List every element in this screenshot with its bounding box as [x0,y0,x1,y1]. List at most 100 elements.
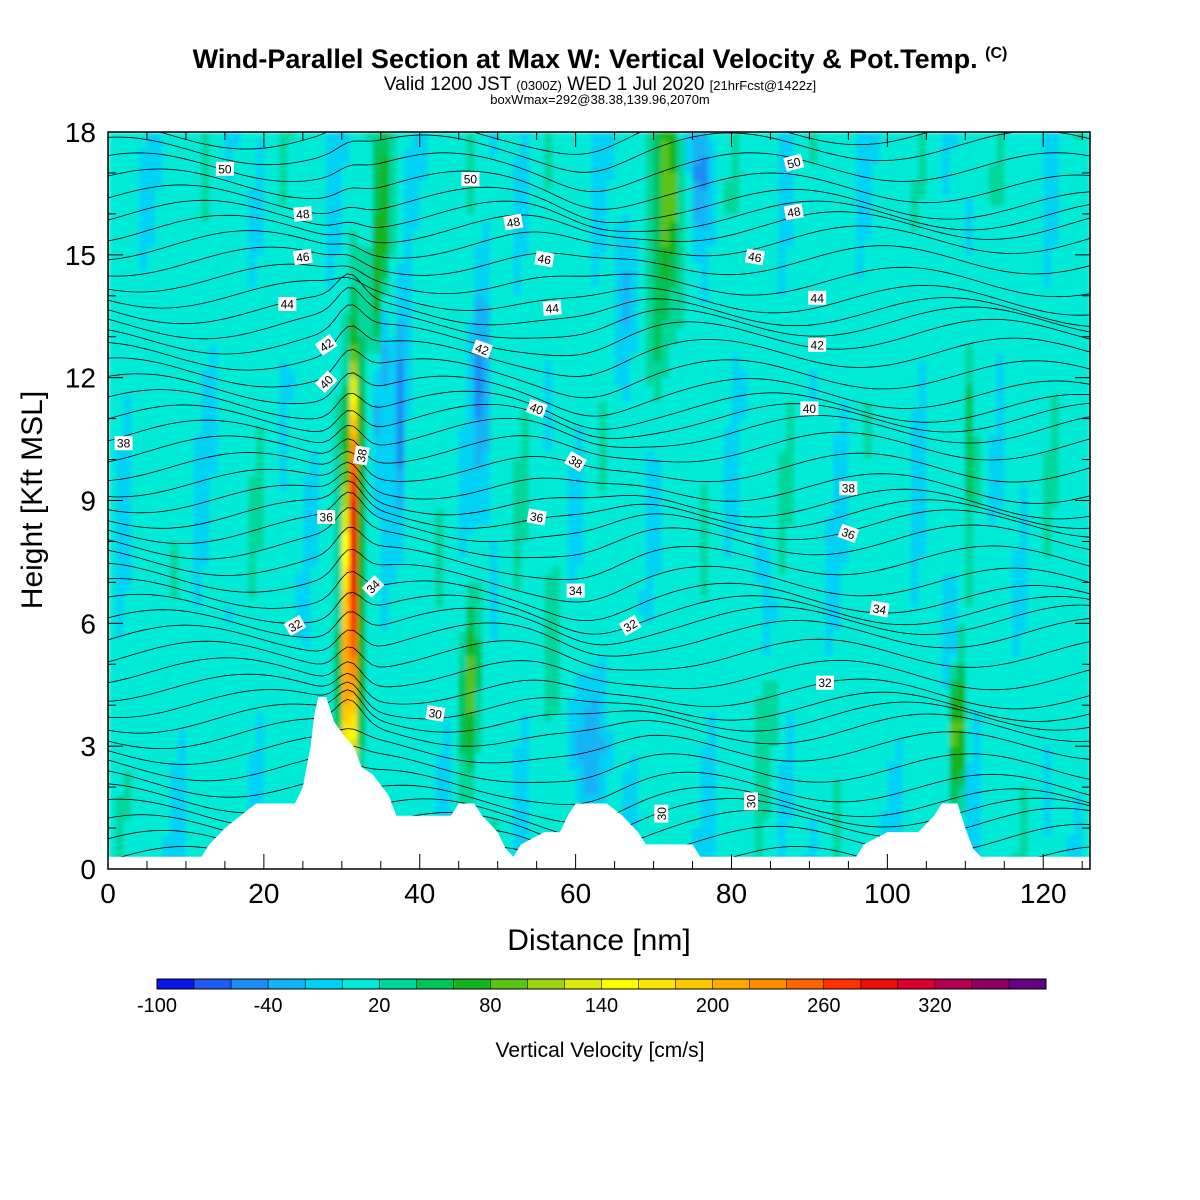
field-cell [622,451,632,461]
field-cell [123,361,133,371]
field-cell [941,369,951,379]
field-cell [739,271,748,281]
field-cell [411,140,421,150]
field-cell [708,443,717,453]
field-cell [123,410,133,420]
field-cell [139,344,148,354]
field-cell [240,263,250,273]
field-cell [139,418,148,428]
field-cell [599,279,608,289]
field-cell [1082,344,1090,354]
field-cell [310,410,320,420]
field-cell [146,344,156,354]
field-cell [669,369,678,379]
field-cell [825,394,834,404]
field-cell [895,271,904,281]
field-cell [825,295,834,305]
field-cell [591,172,600,183]
field-cell [505,205,515,215]
field-cell [1066,254,1076,264]
field-cell [599,385,608,395]
field-cell [778,418,787,428]
field-cell [443,312,452,322]
field-cell [778,271,787,281]
field-cell [209,156,219,166]
field-cell [778,394,787,404]
field-cell [497,328,507,338]
field-cell [770,434,780,445]
field-cell [427,132,437,142]
field-cell [528,246,538,256]
field-cell [271,213,281,223]
field-cell [131,328,141,338]
field-cell [692,172,702,183]
field-cell [279,254,289,264]
field-cell [178,443,187,453]
field-cell [365,443,374,453]
field-cell [560,295,569,305]
field-cell [474,222,483,232]
field-cell [645,369,655,379]
field-cell [754,336,764,346]
field-cell [1012,443,1021,453]
field-cell [1058,434,1068,445]
field-cell [388,279,398,289]
field-cell [731,410,741,420]
field-cell [762,344,772,354]
field-cell [583,230,593,240]
field-cell [723,254,733,264]
field-cell [450,394,460,404]
field-cell [115,132,125,142]
field-cell [856,443,865,453]
field-cell [170,394,180,404]
field-cell [583,361,593,371]
field-cell [178,353,187,363]
field-cell [108,205,117,215]
field-cell [599,402,608,412]
field-cell [762,238,772,248]
field-cell [575,361,585,371]
field-cell [115,181,125,191]
field-cell [435,336,445,346]
field-cell [902,189,912,199]
field-cell [630,287,639,297]
field-cell [926,361,936,371]
field-cell [521,254,530,264]
field-cell [778,164,787,174]
field-cell [201,344,211,354]
field-cell [263,303,273,314]
field-cell [934,238,943,248]
field-cell [669,132,678,142]
field-cell [669,451,678,461]
field-cell [411,410,421,420]
field-cell [895,312,904,322]
field-cell [146,156,156,166]
field-cell [209,377,219,387]
field-cell [482,132,491,142]
field-cell [224,312,234,322]
field-cell [131,222,141,232]
field-cell [139,156,148,166]
field-cell [840,164,850,174]
field-cell [193,132,203,142]
field-cell [825,132,834,142]
field-cell [489,140,499,150]
field-cell [840,156,850,166]
field-cell [731,164,741,174]
field-cell [731,320,741,330]
field-cell [895,140,904,150]
field-cell [427,181,437,191]
field-cell [575,312,585,322]
field-cell [193,222,203,232]
field-cell [669,426,678,436]
field-cell [887,246,897,256]
field-cell [1066,246,1076,256]
field-cell [591,312,600,322]
field-cell [1051,189,1060,199]
field-cell [326,181,335,191]
field-cell [450,451,460,461]
field-cell [427,279,437,289]
field-cell [887,172,897,183]
field-cell [450,156,460,166]
field-cell [661,254,671,264]
